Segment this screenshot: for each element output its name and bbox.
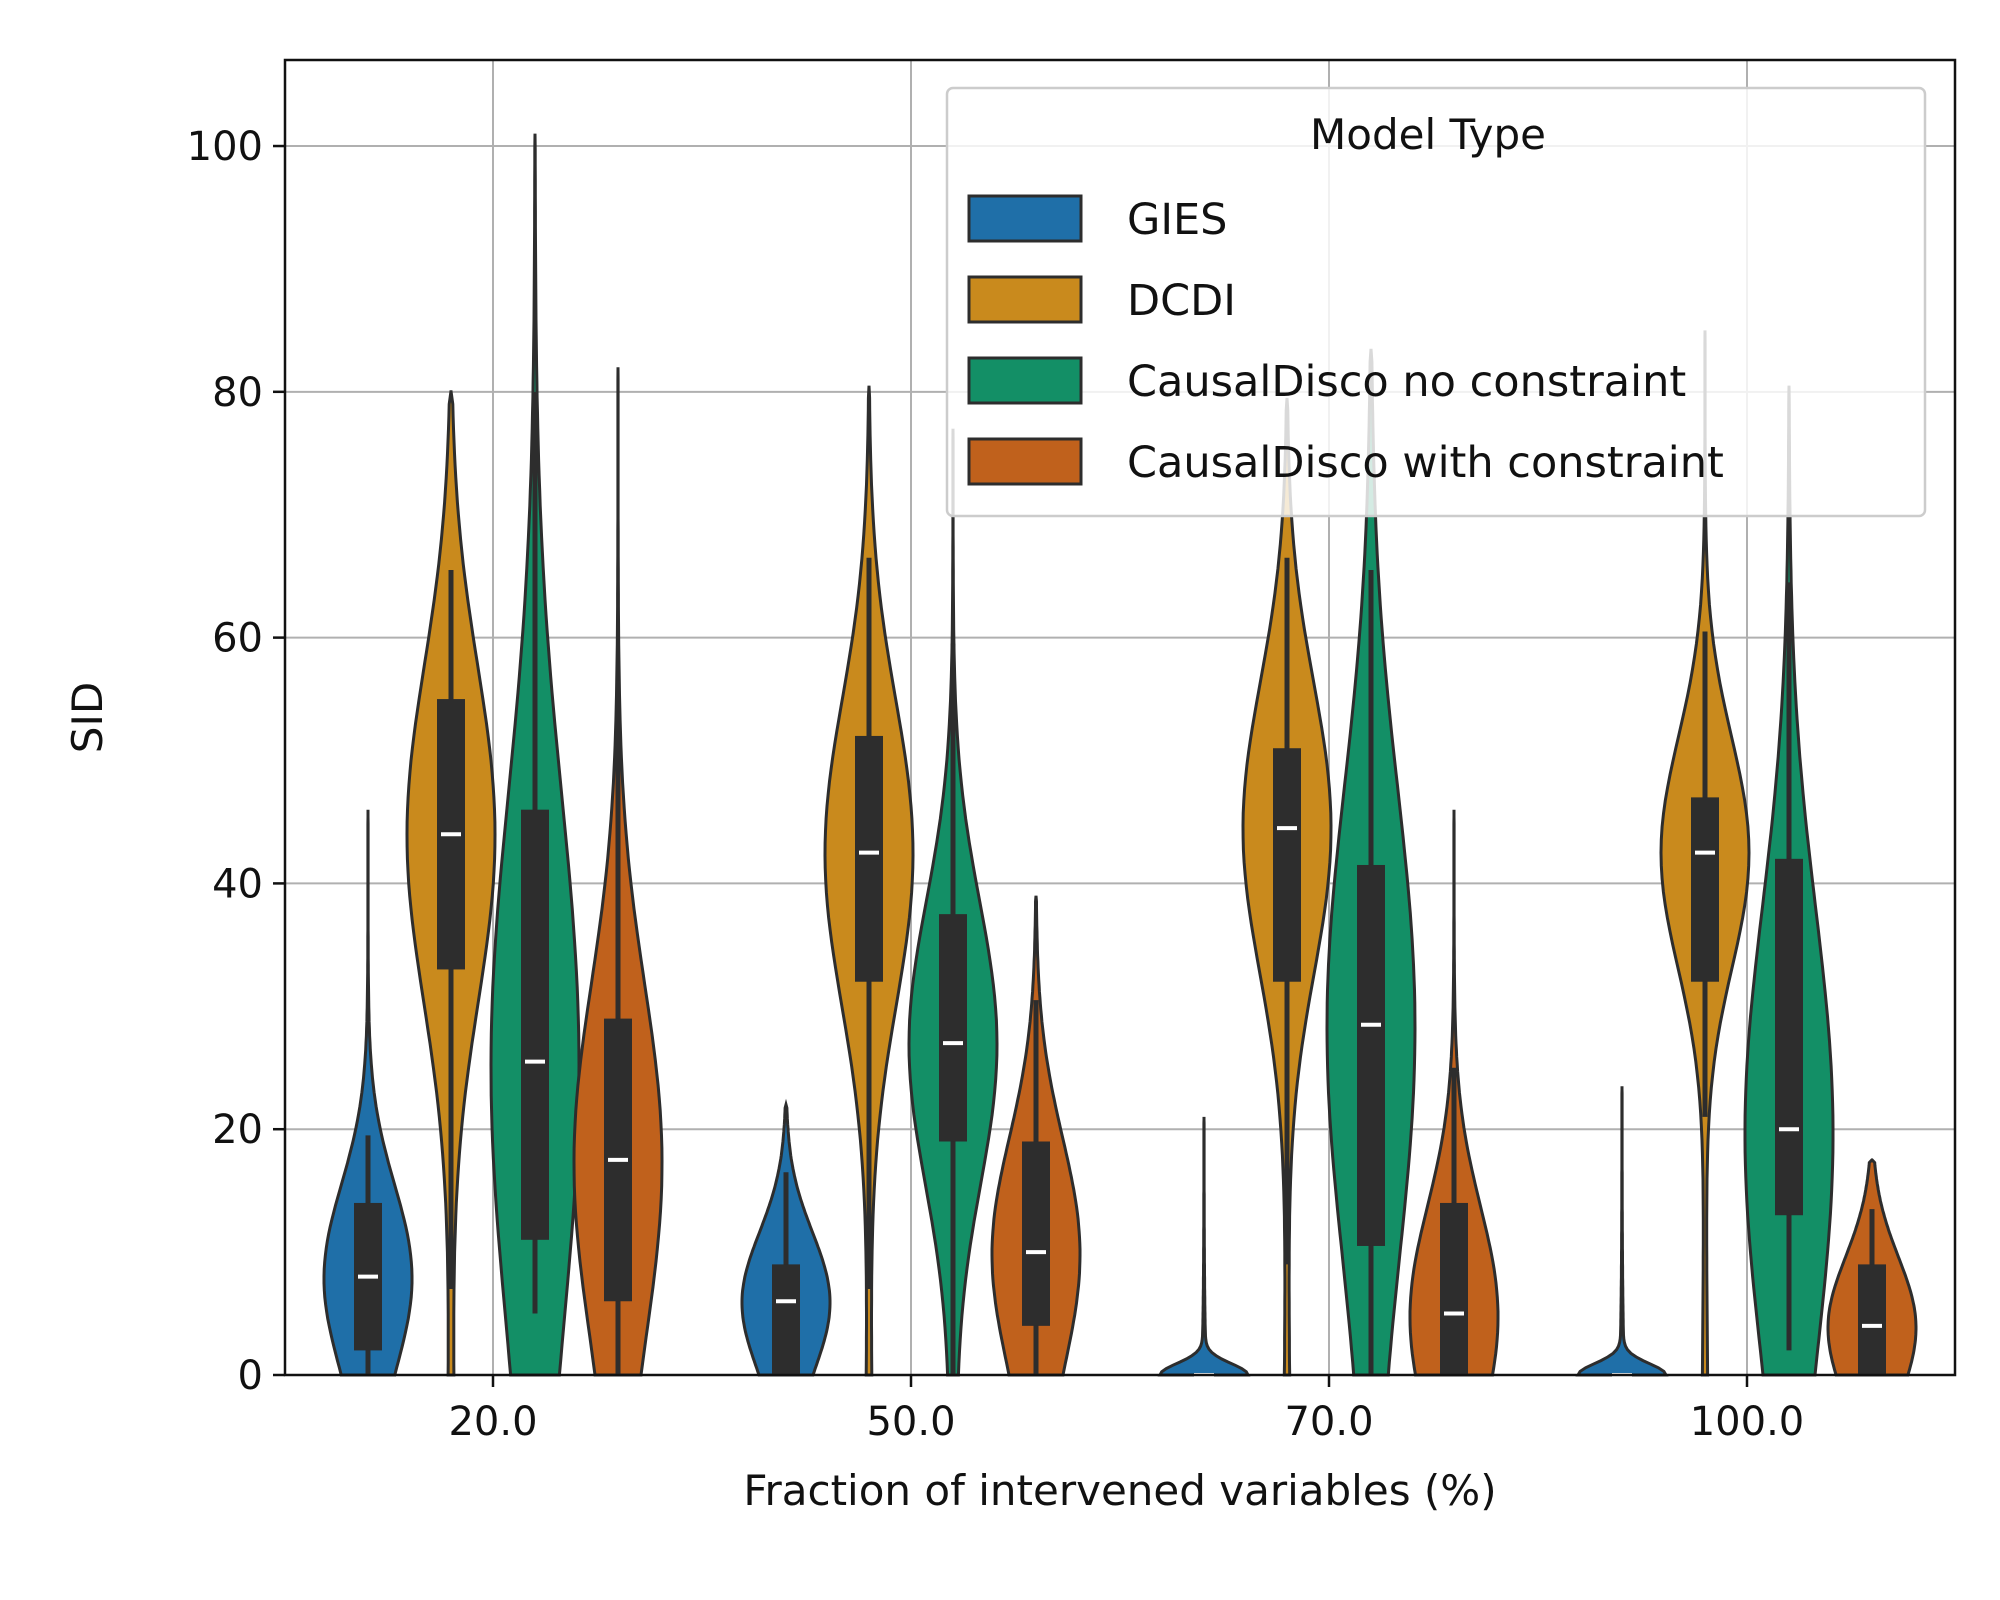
violin-iqr-box <box>1022 1141 1050 1326</box>
violin-iqr-box <box>855 735 883 982</box>
y-tick-label: 20 <box>212 1107 263 1153</box>
violin-iqr-box <box>772 1264 800 1375</box>
x-tick-label: 20.0 <box>448 1399 537 1445</box>
legend-entry-label: CausalDisco no constraint <box>1127 357 1686 407</box>
violins <box>322 133 1918 1377</box>
x-axis-label: Fraction of intervened variables (%) <box>743 1466 1496 1515</box>
legend-entry-label: CausalDisco with constraint <box>1127 438 1724 488</box>
y-axis-label: SID <box>63 682 112 753</box>
axis-ticks: 0 20 40 60 80 100 20.0 50.0 70.0 100.0 <box>187 124 1805 1445</box>
violin-iqr-box <box>1858 1264 1886 1375</box>
violin-iqr-box <box>1273 748 1301 982</box>
plot-frame <box>283 58 1957 1377</box>
legend-swatch <box>967 356 1083 405</box>
legend-box <box>945 86 1927 518</box>
violin-iqr-box <box>1357 864 1385 1246</box>
x-tick-label: 70.0 <box>1284 1399 1373 1445</box>
y-tick-label: 0 <box>238 1353 263 1399</box>
legend-swatch <box>967 437 1083 486</box>
legend-swatch <box>967 275 1083 324</box>
violin-body <box>1157 1116 1251 1377</box>
legend-entry-label: GIES <box>1127 195 1227 245</box>
violin-iqr-box <box>1691 797 1719 982</box>
legend-swatch <box>967 194 1083 243</box>
y-tick-label: 100 <box>187 124 263 170</box>
legend: Model Type GIES DCDI CausalDisco no constr… <box>945 86 1927 518</box>
legend-entry-label: DCDI <box>1127 276 1236 326</box>
y-tick-label: 80 <box>212 370 263 416</box>
x-tick-label: 100.0 <box>1690 1399 1805 1445</box>
violin-iqr-box <box>939 914 967 1142</box>
violin-body <box>322 809 414 1377</box>
violin-iqr-box <box>1775 858 1803 1216</box>
y-tick-label: 40 <box>212 861 263 907</box>
x-tick-label: 50.0 <box>866 1399 955 1445</box>
violin-iqr-box <box>521 809 549 1240</box>
legend-title: Model Type <box>1310 110 1546 159</box>
violin-body <box>1575 1086 1669 1377</box>
legend-items: GIES DCDI CausalDisco no constraint CausalD… <box>967 194 1724 488</box>
y-tick-label: 60 <box>212 616 263 662</box>
violin-iqr-box <box>1440 1202 1468 1375</box>
